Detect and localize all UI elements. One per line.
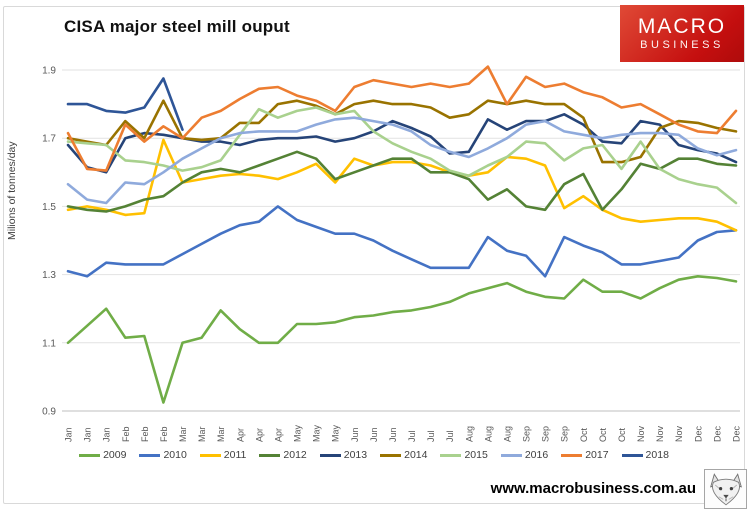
legend-label: 2013 (343, 449, 368, 461)
x-tick-label: Aug (502, 426, 512, 442)
legend-label: 2015 (464, 449, 488, 461)
website-url: www.macrobusiness.com.au (490, 480, 696, 497)
legend-label: 2017 (585, 449, 609, 461)
x-tick-label: Aug (464, 426, 474, 442)
y-tick-label: 1.5 (42, 202, 56, 213)
x-tick-label: Oct (579, 427, 589, 442)
legend-item-2015: 2015 (440, 449, 488, 461)
series-line-2009 (66, 275, 738, 404)
series-line-2015 (66, 106, 738, 205)
macrobusiness-logo: MACRO BUSINESS (620, 5, 744, 62)
y-tick-label: 1.7 (42, 134, 56, 145)
y-axis-title: Milions of tonnes/day (6, 141, 18, 240)
legend-label: 2012 (283, 449, 307, 461)
x-tick-label: Sep (541, 426, 551, 442)
y-tick-label: 0.9 (42, 407, 56, 418)
x-tick-label: Feb (121, 426, 131, 442)
x-tick-label: Jul (426, 430, 436, 442)
series-line-2017 (66, 65, 738, 172)
y-tick-label: 1.1 (42, 338, 56, 349)
series-line-2010 (66, 205, 738, 278)
legend-swatch (621, 453, 643, 457)
legend-item-2018: 2018 (621, 449, 669, 461)
legend-label: 2014 (404, 449, 428, 461)
x-tick-label: Jun (388, 427, 398, 442)
x-tick-label: Apr (235, 428, 245, 442)
legend-label: 2010 (163, 449, 187, 461)
chart-svg: 1.9 1.7 1.5 1.3 1.1 0.9 Jan Jan Jan Feb Feb Feb Mar M… (42, 65, 742, 442)
series-line-2013 (66, 113, 738, 174)
legend-swatch (199, 453, 221, 457)
x-tick-label: Dec (732, 425, 742, 442)
legend-swatch (79, 453, 101, 457)
x-tick-label: Jan (83, 427, 93, 442)
x-tick-label: May (331, 424, 341, 442)
series-line-2012 (66, 150, 738, 213)
y-tick-label: 1.3 (42, 270, 56, 281)
x-tick-label: Jul (445, 430, 455, 442)
x-tick-label: Feb (159, 426, 169, 442)
legend-swatch (139, 453, 161, 457)
x-tick-label: May (312, 424, 322, 442)
x-tick-label: Sep (522, 426, 532, 442)
x-tick-label: May (293, 424, 303, 442)
fox-logo-box (704, 469, 747, 509)
x-tick-label: Nov (674, 425, 684, 442)
x-tick-label: Aug (483, 426, 493, 442)
chart-title: CISA major steel mill ouput (64, 17, 290, 36)
y-tick-label: 1.9 (42, 66, 56, 77)
legend-item-2009: 2009 (79, 449, 126, 461)
x-tick-label: Apr (273, 428, 283, 442)
x-tick-label: Jan (64, 427, 74, 442)
x-tick-label: Mar (178, 426, 188, 442)
legend-label: 2009 (103, 449, 127, 461)
legend-item-2017: 2017 (561, 449, 609, 461)
legend-item-2013: 2013 (319, 449, 368, 461)
legend-label: 2011 (223, 449, 247, 461)
legend-swatch (319, 453, 341, 457)
logo-text-macro: MACRO (637, 14, 727, 38)
x-tick-label: Mar (197, 426, 207, 442)
legend-item-2014: 2014 (380, 449, 427, 461)
x-tick-label: Jun (350, 427, 360, 442)
legend-item-2010: 2010 (139, 449, 187, 461)
x-tick-label: Jun (369, 427, 379, 442)
legend-item-2016: 2016 (500, 449, 549, 461)
series-line-2016 (66, 116, 738, 205)
legend-label: 2018 (645, 449, 669, 461)
legend-swatch (380, 453, 402, 457)
x-tick-label: Sep (560, 426, 570, 442)
x-tick-label: Dec (693, 425, 703, 442)
legend-label: 2016 (524, 449, 549, 461)
legend: 2009 2010 2011 2012 2013 2014 2015 2016 2017 2018 (0, 449, 748, 461)
series-line-2018 (66, 77, 184, 131)
x-tick-label: Oct (617, 427, 627, 442)
legend-swatch (500, 453, 522, 457)
x-tick-label: Mar (216, 426, 226, 442)
legend-item-2012: 2012 (259, 449, 307, 461)
x-tick-label: Oct (598, 427, 608, 442)
series-line-2014 (66, 99, 738, 164)
legend-swatch (440, 453, 462, 457)
x-tick-label: Jan (102, 427, 112, 442)
x-tick-label: Dec (712, 425, 722, 442)
x-tick-label: Jul (407, 430, 417, 442)
chart-plot-area: 1.9 1.7 1.5 1.3 1.1 0.9 Jan Jan Jan Feb Feb Feb Mar M… (20, 60, 746, 453)
legend-item-2011: 2011 (199, 449, 247, 461)
logo-text-business: BUSINESS (640, 38, 724, 51)
x-tick-label: Apr (254, 428, 264, 442)
series-line-2011 (66, 138, 738, 232)
x-tick-label: Nov (655, 425, 665, 442)
x-tick-label: Nov (636, 425, 646, 442)
legend-swatch (561, 453, 583, 457)
x-tick-label: Feb (140, 426, 150, 442)
fox-icon (709, 472, 742, 505)
legend-swatch (259, 453, 281, 457)
